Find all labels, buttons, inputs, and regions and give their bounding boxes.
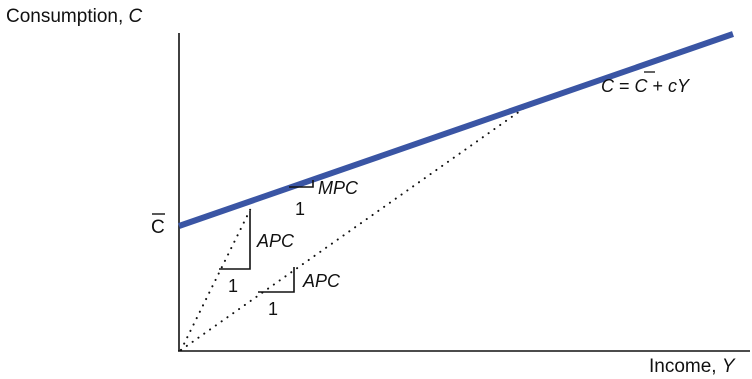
apc-steep-run-label: 1 [228, 276, 238, 296]
apc-ray-shallow [180, 103, 531, 351]
apc-shallow-run-label: 1 [268, 299, 278, 319]
svg-text:C: C [151, 217, 165, 238]
y-axis-title: Consumption, C [6, 6, 143, 27]
mpc-label: MPC [318, 178, 359, 198]
mpc-triangle: MPC 1 [289, 178, 359, 219]
equation-label: C = C + cY [601, 76, 691, 96]
apc-steep-label: APC [256, 231, 295, 251]
apc-ray-steep [180, 205, 253, 351]
apc-shallow-label: APC [302, 271, 341, 291]
mpc-run-label: 1 [295, 199, 305, 219]
consumption-function-line [178, 31, 734, 229]
x-axis-title: Income, Y [649, 356, 736, 377]
apc-steep-triangle: APC 1 [219, 211, 295, 296]
intercept-label: C [151, 213, 165, 238]
apc-shallow-triangle: APC 1 [258, 267, 341, 319]
